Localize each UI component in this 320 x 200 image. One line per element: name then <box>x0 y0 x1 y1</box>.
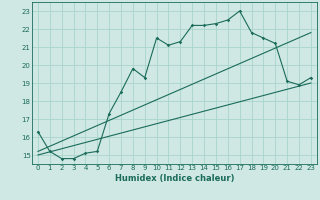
X-axis label: Humidex (Indice chaleur): Humidex (Indice chaleur) <box>115 174 234 183</box>
